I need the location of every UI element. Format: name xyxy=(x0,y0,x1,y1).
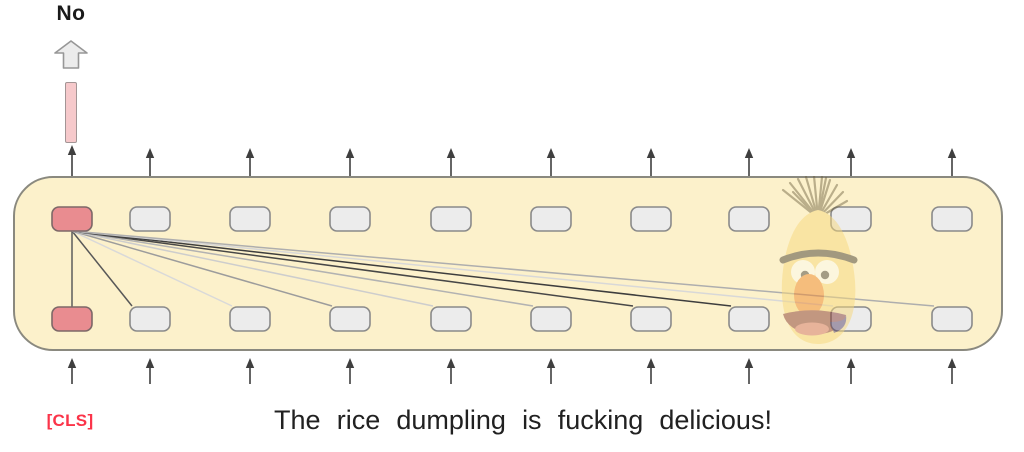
token-box-bottom-8 xyxy=(728,306,770,332)
attention-line-to-token-7 xyxy=(71,230,634,307)
token-box-bottom-7 xyxy=(630,306,672,332)
token-box-top-6 xyxy=(530,206,572,232)
token-box-top-4 xyxy=(329,206,371,232)
up-block-arrow-icon xyxy=(54,40,88,69)
token-box-bottom-5 xyxy=(430,306,472,332)
input-sentence: The rice dumpling is fucking delicious! xyxy=(274,405,772,435)
output-arrowhead-icon xyxy=(846,148,856,158)
input-arrowhead-icon xyxy=(846,358,856,368)
input-arrowhead-icon xyxy=(446,358,456,368)
output-arrowhead-icon xyxy=(744,148,754,158)
token-box-top-2 xyxy=(129,206,171,232)
attention-line-to-token-6 xyxy=(71,230,534,307)
token-box-bottom-2 xyxy=(129,306,171,332)
cls-token-top-1 xyxy=(51,206,93,232)
attention-line-to-token-9 xyxy=(71,230,834,307)
bert-nose-icon xyxy=(794,274,824,316)
input-arrowhead-icon xyxy=(546,358,556,368)
token-box-top-5 xyxy=(430,206,472,232)
input-arrowhead-icon xyxy=(245,358,255,368)
bert-mouth-icon xyxy=(783,310,847,336)
attention-line-to-token-5 xyxy=(71,230,434,307)
cls-token-bottom-1 xyxy=(51,306,93,332)
token-box-top-8 xyxy=(728,206,770,232)
prediction-label: No xyxy=(56,2,86,25)
input-arrowhead-icon xyxy=(646,358,656,368)
input-arrowhead-icon xyxy=(947,358,957,368)
attention-line-to-token-3 xyxy=(71,230,233,307)
bert-unibrow-icon xyxy=(779,249,858,264)
output-arrowhead-icon xyxy=(345,148,355,158)
output-arrowhead-icon xyxy=(446,148,456,158)
output-arrowhead-icon xyxy=(145,148,155,158)
cls-output-vector-bar xyxy=(65,82,77,143)
output-arrowhead-icon xyxy=(67,145,77,155)
bert-face-icon xyxy=(779,176,858,344)
token-box-top-7 xyxy=(630,206,672,232)
input-arrowhead-icon xyxy=(145,358,155,368)
output-arrowhead-icon xyxy=(245,148,255,158)
attention-line-to-token-8 xyxy=(71,230,732,307)
cls-token-label: [CLS] xyxy=(46,411,94,430)
output-arrowhead-icon xyxy=(546,148,556,158)
token-box-top-3 xyxy=(229,206,271,232)
output-arrowhead-icon xyxy=(947,148,957,158)
output-arrowhead-icon xyxy=(646,148,656,158)
token-box-bottom-6 xyxy=(530,306,572,332)
token-box-top-10 xyxy=(931,206,973,232)
input-arrowhead-icon xyxy=(345,358,355,368)
token-box-bottom-3 xyxy=(229,306,271,332)
input-arrowhead-icon xyxy=(744,358,754,368)
input-arrowhead-icon xyxy=(67,358,77,368)
token-box-bottom-10 xyxy=(931,306,973,332)
attention-line-to-token-2 xyxy=(71,230,133,307)
token-box-bottom-4 xyxy=(329,306,371,332)
attention-line-to-token-4 xyxy=(71,230,333,307)
